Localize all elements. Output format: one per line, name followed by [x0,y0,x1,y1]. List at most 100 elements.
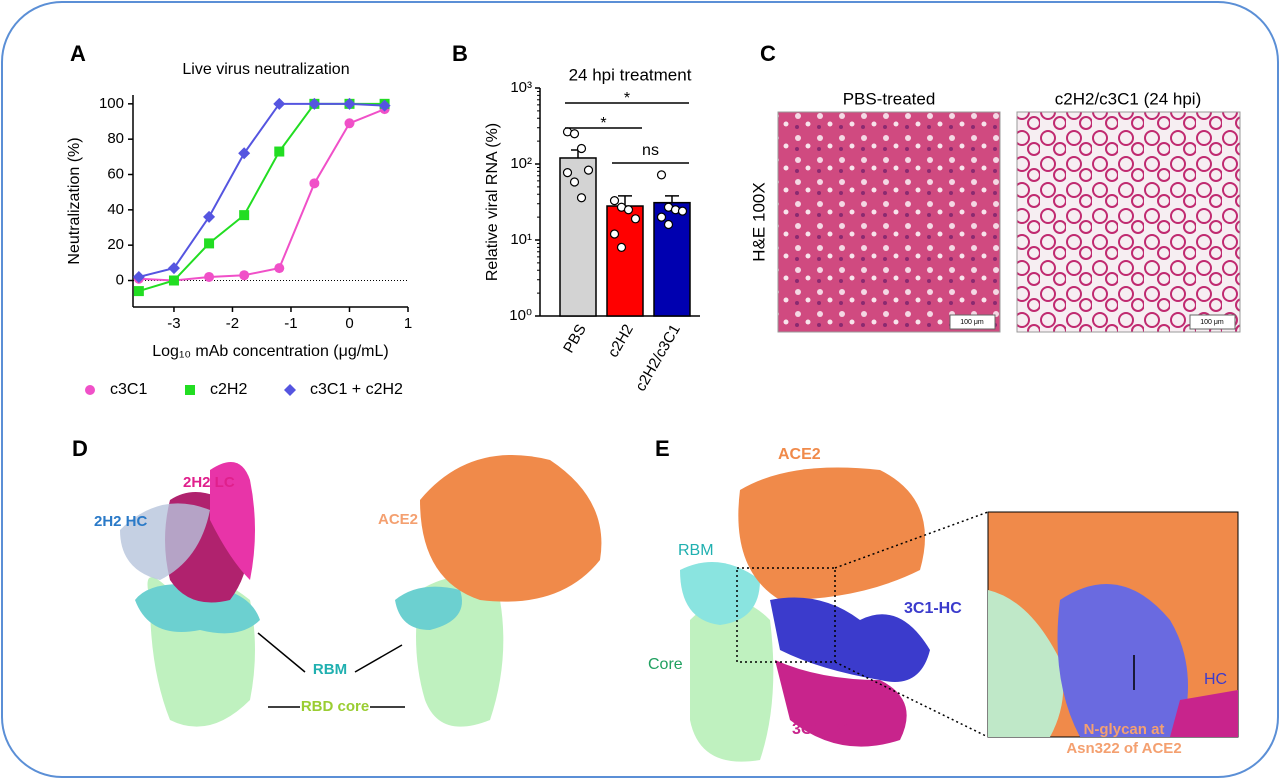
scale-bar [949,314,996,330]
data-point [663,219,674,230]
marker [203,210,216,223]
marker [309,178,320,189]
y-tick-label: 10⁰ [509,307,532,324]
data-point [576,143,587,154]
y-axis-label: Relative viral RNA (%) [484,123,501,281]
legend-marker [185,385,195,395]
structure-label: ACE2 [778,446,821,463]
structure-label: RBD core [301,698,369,715]
x-tick-label: -1 [284,315,297,332]
legend-marker [85,385,95,395]
series-line [138,102,385,293]
series-line [138,102,385,278]
x-tick-label: 1 [404,315,412,332]
marker [132,270,145,283]
data-point [583,165,594,175]
annotation: ns [642,142,659,159]
x-tick-label: -3 [167,315,180,332]
y-axis-label: Neutralization (%) [66,137,83,264]
legend-label: c2H2 [210,381,247,398]
y-tick-label: 0 [116,271,124,288]
y-tick-label: 10³ [510,79,532,96]
legend-label: c3C1 + c2H2 [310,381,403,398]
legend-marker [284,384,296,396]
data-point [656,170,667,180]
data-point [616,242,627,252]
scale-bar [1189,314,1236,330]
marker [204,238,215,249]
y-tick-label: 100 [99,95,124,112]
x-tick-label: -2 [226,315,239,332]
structure-label: 2H2 HC [94,513,148,530]
chart-title: Live virus neutralization [182,61,349,78]
data-point [609,229,620,239]
y-tick-label: 10¹ [510,231,532,248]
structure-label: RBM [678,542,714,559]
data-point [569,177,580,187]
side-label: H&E 100X [749,182,768,261]
data-point [630,214,641,224]
bar [606,205,644,317]
marker [133,286,144,297]
y-tick-label: 60 [107,165,124,182]
y-tick-label: 40 [107,201,124,218]
structure-label: Core [648,656,683,673]
y-tick-label: 10² [510,155,532,172]
data-point [562,168,573,178]
data-point [677,206,688,216]
marker [344,118,355,129]
y-tick-label: 80 [107,130,124,147]
marker [274,263,285,274]
data-point [609,195,620,206]
structure-label: RBM [313,661,347,678]
panel-label: D [72,436,88,461]
marker [308,97,321,110]
panel-label: E [655,436,670,461]
chart-title: 24 hpi treatment [569,65,692,84]
data-point [576,193,587,203]
data-point [623,205,634,215]
scale-text: 100 μm [1200,319,1224,326]
marker [238,147,251,160]
marker [239,270,250,281]
data-point [569,129,580,139]
error-bar [665,195,679,203]
legend-label: c3C1 [110,381,147,398]
marker [167,262,180,275]
image-title: PBS-treated [843,89,936,108]
marker [343,97,356,110]
x-tick-label: 0 [345,315,353,332]
structure-e [680,467,1239,762]
marker [204,271,215,282]
panel-label: B [452,41,468,66]
panel-label: A [70,41,86,66]
x-tick-label: c2H2 [605,321,637,360]
marker [239,210,250,221]
data-point [656,212,667,222]
y-tick-label: 20 [107,236,124,253]
structure-label: HC [1204,671,1227,688]
panel-label: C [760,41,776,66]
structure-label: 3C1-LC [792,721,848,738]
scale-text: 100 μm [960,319,984,326]
x-tick-label: PBS [560,321,590,355]
structure-d [120,455,602,727]
image-title: c2H2/c3C1 (24 hpi) [1055,89,1201,108]
structure-label: 2H2 LC [183,474,235,491]
series-line [138,108,385,282]
annotation: * [624,90,630,107]
structure-label: 3C1-HC [904,600,962,617]
marker [378,99,391,112]
structure-label: N-glycan at [1084,721,1165,738]
marker [274,146,285,157]
histology-image [1016,111,1241,333]
structure-label: ACE2 [378,511,418,528]
marker [273,97,286,110]
x-tick-label: c2H2/c3C1 [632,321,684,394]
annotation: * [600,115,606,132]
structure-label: Asn322 of ACE2 [1066,740,1181,757]
histology-image [777,111,1001,333]
